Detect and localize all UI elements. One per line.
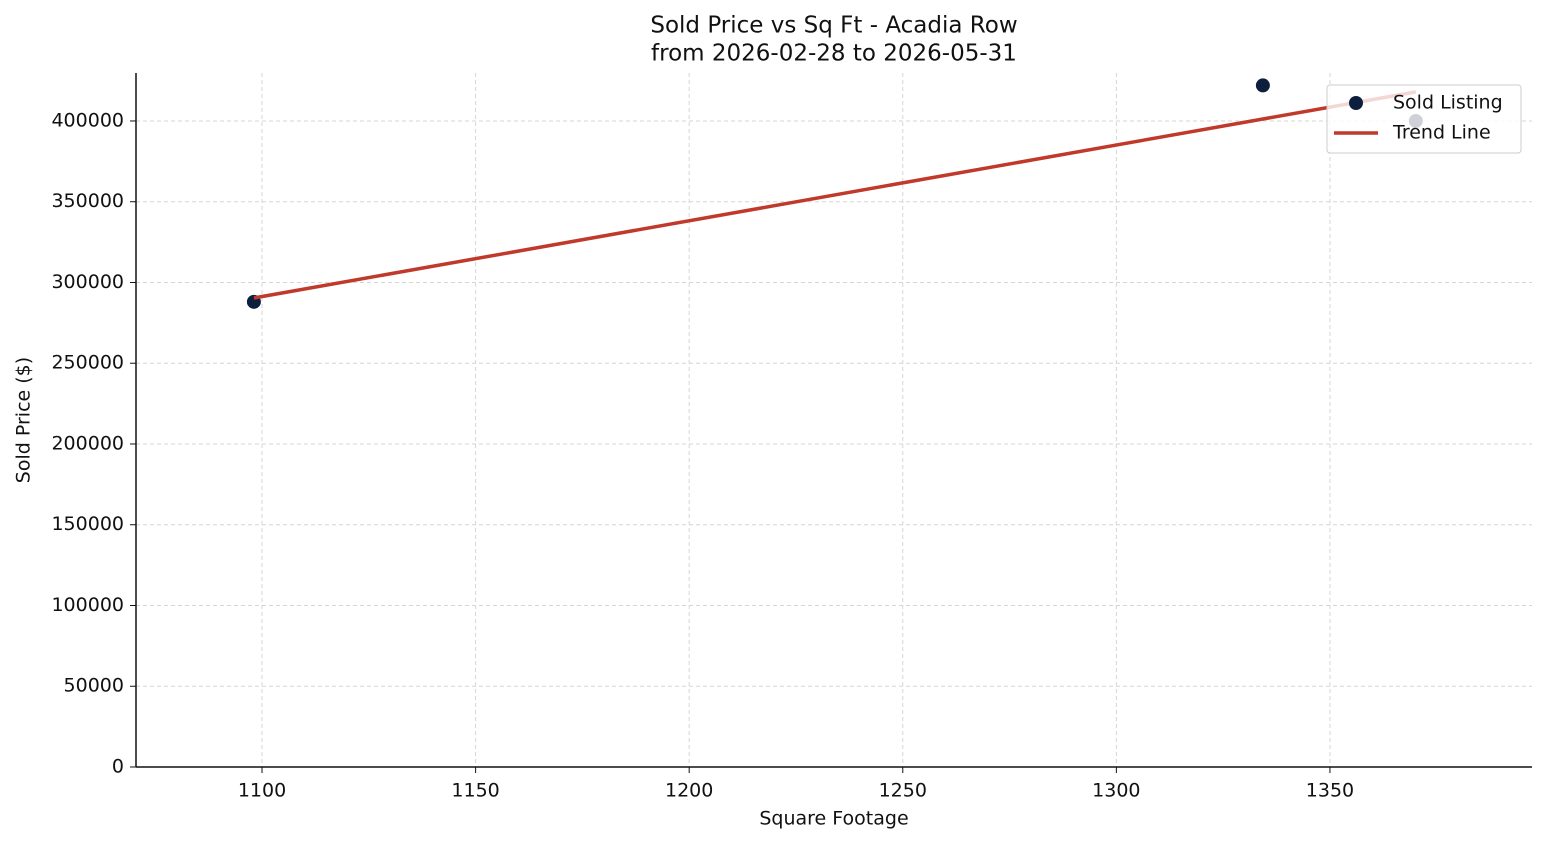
x-tick-label: 1100 [238, 780, 286, 802]
legend-label: Trend Line [1392, 122, 1491, 144]
x-axis-label: Square Footage [759, 808, 908, 830]
trend-line [253, 90, 1417, 300]
y-tick-label: 250000 [51, 352, 124, 374]
y-axis-label: Sold Price ($) [13, 357, 35, 483]
point [1255, 78, 1270, 93]
x-tick-label: 1300 [1092, 780, 1140, 802]
x-tick-label: 1350 [1306, 780, 1354, 802]
y-tick-label: 100000 [51, 594, 124, 616]
legend-label: Sold Listing [1393, 92, 1503, 114]
chart-title: Sold Price vs Sq Ft - Acadia Row [650, 13, 1017, 39]
legend-swatch [1349, 96, 1363, 110]
grid [136, 73, 1532, 768]
legend: Sold Listing Trend Line [1326, 84, 1522, 154]
y-tick-label: 400000 [51, 109, 124, 131]
y-tick-label: 200000 [51, 432, 124, 454]
y-tick-label: 0 [112, 756, 124, 778]
x-tick-label: 1250 [879, 780, 927, 802]
x-tick-label: 1200 [665, 780, 713, 802]
y-tick-label: 300000 [51, 271, 124, 293]
chart-subtitle: from 2026-02-28 to 2026-05-31 [651, 41, 1017, 67]
y-tick-label: 150000 [51, 513, 124, 535]
plot-area [246, 78, 1423, 309]
y-tick-label: 350000 [51, 190, 124, 212]
y-tick-label: 50000 [64, 675, 124, 697]
legend-box [1326, 84, 1522, 154]
x-tick-label: 1150 [451, 780, 499, 802]
